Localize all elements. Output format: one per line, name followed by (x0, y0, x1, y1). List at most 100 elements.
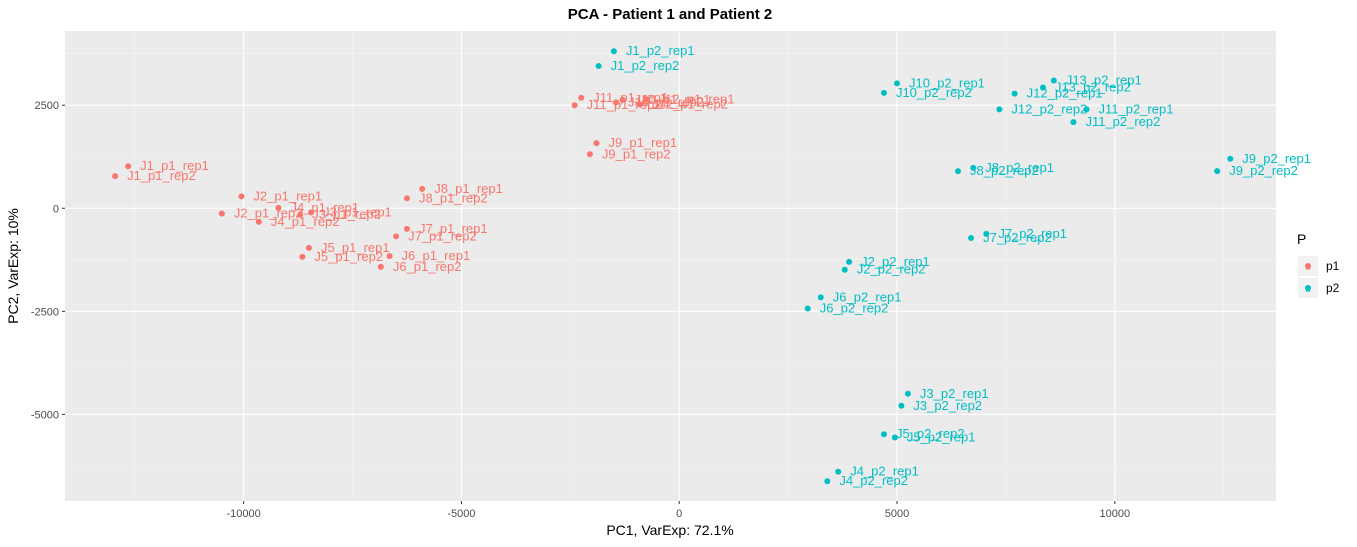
data-point-p2 (595, 63, 602, 70)
data-point-p2 (1070, 119, 1077, 126)
point-label: J12_p1_rep2 (652, 96, 728, 111)
data-point-p2 (835, 468, 842, 475)
data-point-p2 (983, 230, 990, 237)
data-point-p2 (1039, 84, 1046, 91)
legend: P a p1 a p2 (1297, 231, 1340, 298)
data-point-p1 (218, 210, 225, 217)
data-point-p1 (593, 140, 600, 147)
data-point-p2 (891, 434, 898, 441)
data-point-p1 (125, 163, 132, 170)
x-tick-label: 5000 (885, 508, 909, 520)
data-point-p2 (880, 89, 887, 96)
point-label: J13_p2_rep2 (1055, 79, 1131, 94)
point-label: J7_p2_rep2 (983, 230, 1052, 245)
x-tick-label: 0 (676, 508, 682, 520)
point-label: J9_p2_rep2 (1229, 163, 1298, 178)
point-label: J4_p2_rep1 (850, 464, 919, 479)
point-label: J1_p2_rep2 (611, 58, 680, 73)
point-label: J9_p2_rep1 (1242, 151, 1311, 166)
point-label: J3_p2_rep2 (913, 398, 982, 413)
point-label: J13_p2_rep1 (1066, 72, 1142, 87)
point-label: J3_p1_rep1 (323, 204, 392, 219)
legend-keys: a p1 a p2 (1298, 256, 1340, 298)
y-tick-label: -2500 (31, 306, 59, 318)
data-point-p2 (898, 402, 905, 409)
point-label: J6_p1_rep1 (402, 248, 471, 263)
data-point-p2 (804, 305, 811, 312)
point-label: J12_p1_rep1 (659, 91, 735, 106)
data-point-p2 (970, 164, 977, 171)
data-point-p2 (610, 48, 617, 55)
point-label: J6_p2_rep1 (833, 289, 902, 304)
data-point-p1 (238, 193, 245, 200)
data-point-p1 (377, 263, 384, 270)
legend-label: p1 (1326, 259, 1340, 273)
point-label: J5_p2_rep1 (907, 430, 976, 445)
data-point-p1 (643, 96, 650, 103)
point-label: J12_p2_rep2 (1011, 101, 1087, 116)
major-gridlines (65, 31, 1276, 501)
data-point-p2 (1083, 106, 1090, 113)
chart-title: PCA - Patient 1 and Patient 2 (568, 6, 773, 23)
data-point-p2 (846, 258, 853, 265)
y-axis-title: PC2, VarExp: 10% (5, 208, 21, 324)
data-point-p2 (955, 168, 962, 175)
legend-key-point (1305, 285, 1311, 291)
data-point-p1 (305, 244, 312, 251)
x-axis-title: PC1, VarExp: 72.1% (606, 522, 733, 538)
data-points (112, 48, 1234, 485)
point-label: J7_p2_rep1 (998, 226, 1067, 241)
legend-key-glyph: a (1305, 262, 1310, 272)
legend-title: P (1297, 231, 1306, 247)
point-label: J10_p1_rep1 (635, 92, 711, 107)
point-label: J5_p1_rep1 (321, 240, 390, 255)
point-label: J6_p1_rep2 (393, 259, 462, 274)
y-tick-label: -5000 (31, 409, 59, 421)
point-label: J2_p2_rep2 (857, 262, 926, 277)
point-label: J7_p1_rep2 (408, 228, 477, 243)
point-label: J10_p2_rep2 (896, 85, 972, 100)
point-label: J11_p2_rep1 (1099, 101, 1174, 116)
legend-label: p2 (1326, 281, 1340, 295)
point-label: J1_p1_rep1 (140, 158, 209, 173)
point-label: J1_p2_rep1 (626, 43, 695, 58)
data-point-p1 (578, 94, 585, 101)
data-point-p2 (894, 80, 901, 87)
y-tick-label: 2500 (35, 100, 59, 112)
data-point-p1 (586, 151, 593, 158)
data-point-p1 (386, 253, 393, 260)
data-point-p2 (1011, 90, 1018, 97)
data-point-p2 (968, 234, 975, 241)
point-label: J5_p1_rep2 (314, 249, 383, 264)
point-label: J1_p1_rep2 (127, 168, 196, 183)
point-label: J9_p1_rep2 (602, 146, 671, 161)
data-point-p2 (904, 390, 911, 397)
data-point-p1 (419, 185, 426, 192)
data-point-p1 (393, 233, 400, 240)
point-label: J3_p2_rep1 (920, 386, 989, 401)
data-point-p1 (275, 204, 282, 211)
data-point-p1 (403, 225, 410, 232)
data-point-p1 (308, 209, 315, 216)
x-tick-label: 10000 (1100, 508, 1131, 520)
point-label: J4_p1_rep1 (290, 200, 359, 215)
data-point-p2 (824, 478, 831, 485)
data-point-p1 (637, 101, 644, 108)
data-point-p2 (817, 294, 824, 301)
point-label: J2_p1_rep2 (234, 206, 303, 221)
point-label: J6_p2_rep2 (820, 300, 889, 315)
x-tick-label: -10000 (226, 508, 260, 520)
legend-key-point (1305, 263, 1311, 269)
point-label: J8_p1_rep2 (419, 190, 488, 205)
data-point-p2 (1214, 168, 1221, 175)
data-point-p2 (880, 431, 887, 438)
data-point-p1 (297, 211, 304, 218)
data-point-p1 (403, 195, 410, 202)
point-label: J4_p1_rep2 (271, 214, 340, 229)
x-axis-ticks: -10000 -5000 0 5000 10000 (226, 501, 1130, 520)
point-label: J7_p1_rep1 (419, 221, 488, 236)
data-point-p1 (619, 96, 626, 103)
point-label: J12_p2_rep1 (1027, 86, 1103, 101)
data-point-p1 (112, 173, 119, 180)
